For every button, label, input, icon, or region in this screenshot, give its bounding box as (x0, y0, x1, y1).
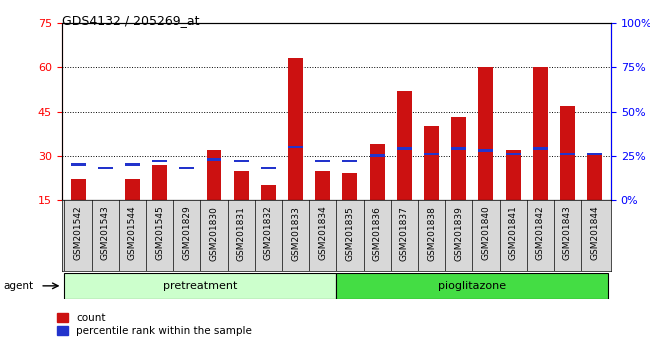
Bar (397, 147, 412, 150)
Bar (370, 144, 385, 200)
Bar (343, 173, 358, 200)
Bar (506, 150, 521, 200)
Bar (451, 118, 466, 200)
Text: pioglitazone: pioglitazone (438, 281, 506, 291)
Bar (424, 153, 439, 155)
Bar (424, 126, 439, 200)
Bar (98, 167, 112, 170)
Bar (533, 147, 548, 150)
Bar (506, 153, 521, 155)
Bar (261, 185, 276, 200)
Text: GSM201839: GSM201839 (454, 206, 463, 261)
Text: GSM201835: GSM201835 (345, 206, 354, 261)
Bar (71, 163, 86, 166)
Text: GSM201831: GSM201831 (237, 206, 246, 261)
Text: GSM201543: GSM201543 (101, 206, 110, 261)
Text: GSM201834: GSM201834 (318, 206, 328, 261)
Bar (478, 67, 493, 200)
Bar (315, 171, 330, 200)
Bar (337, 273, 608, 299)
Bar (587, 153, 602, 155)
Text: GSM201830: GSM201830 (209, 206, 218, 261)
Text: GSM201843: GSM201843 (563, 206, 572, 261)
Bar (71, 179, 86, 200)
Text: GSM201545: GSM201545 (155, 206, 164, 261)
Bar (288, 145, 303, 148)
Bar (370, 154, 385, 157)
Bar (533, 67, 548, 200)
Text: agent: agent (3, 281, 33, 291)
Text: GSM201838: GSM201838 (427, 206, 436, 261)
Bar (125, 179, 140, 200)
Text: GSM201840: GSM201840 (482, 206, 490, 261)
Bar (288, 58, 303, 200)
Text: GSM201841: GSM201841 (508, 206, 517, 261)
Text: GSM201542: GSM201542 (73, 206, 83, 260)
Bar (207, 158, 222, 161)
Bar (125, 163, 140, 166)
Text: GDS4132 / 205269_at: GDS4132 / 205269_at (62, 14, 200, 27)
Bar (261, 167, 276, 170)
Text: GSM201544: GSM201544 (128, 206, 137, 260)
Text: GSM201833: GSM201833 (291, 206, 300, 261)
Bar (179, 167, 194, 170)
Bar (152, 165, 167, 200)
Bar (234, 160, 249, 162)
Bar (207, 150, 222, 200)
Bar (64, 273, 337, 299)
Bar (560, 153, 575, 155)
Bar (315, 160, 330, 162)
Legend: count, percentile rank within the sample: count, percentile rank within the sample (57, 313, 252, 336)
Text: GSM201829: GSM201829 (183, 206, 191, 261)
Bar (560, 105, 575, 200)
Text: GSM201836: GSM201836 (372, 206, 382, 261)
Text: GSM201842: GSM201842 (536, 206, 545, 260)
Text: GSM201844: GSM201844 (590, 206, 599, 260)
Bar (587, 153, 602, 200)
Bar (152, 160, 167, 162)
Bar (343, 160, 358, 162)
Bar (397, 91, 412, 200)
Text: GSM201832: GSM201832 (264, 206, 273, 261)
Bar (478, 149, 493, 152)
Bar (234, 171, 249, 200)
Text: pretreatment: pretreatment (163, 281, 238, 291)
Text: GSM201837: GSM201837 (400, 206, 409, 261)
Bar (451, 147, 466, 150)
